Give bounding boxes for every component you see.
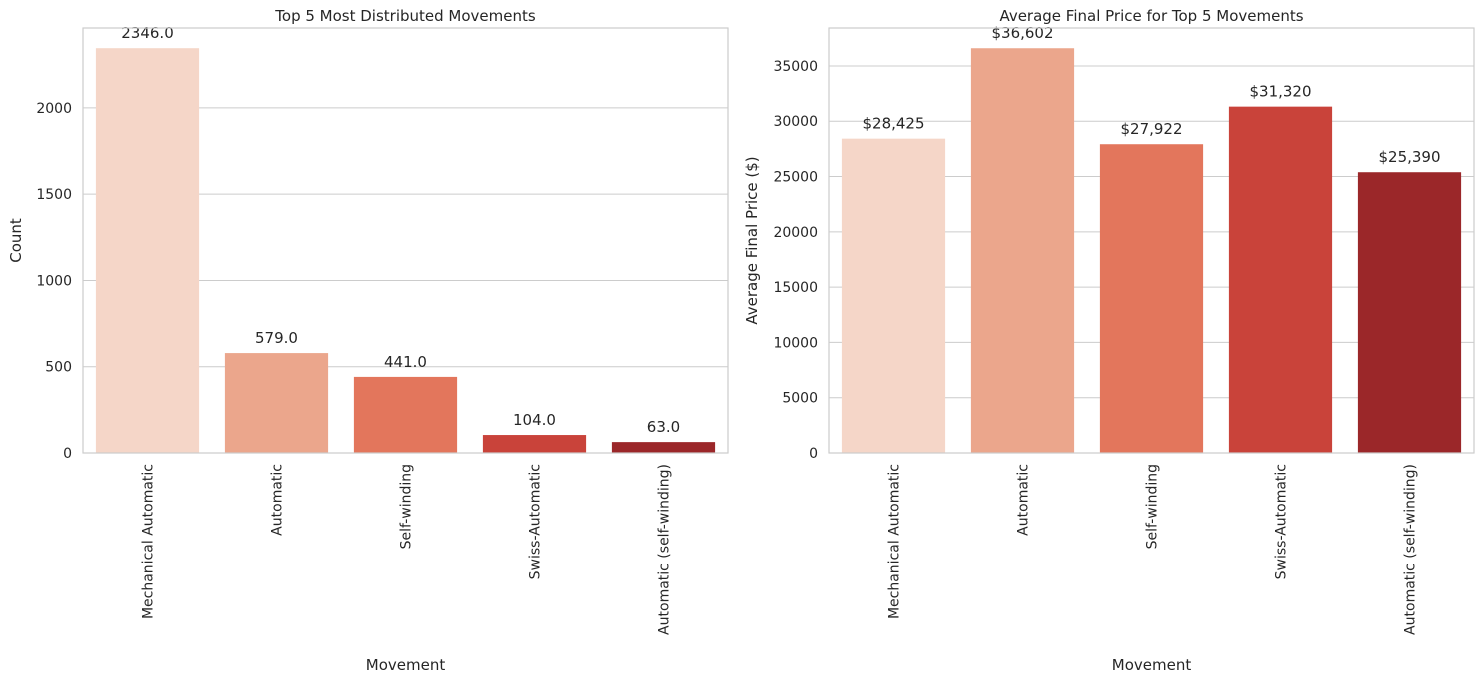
y-tick-label: 0	[809, 446, 818, 462]
bar	[611, 442, 716, 453]
bar	[841, 138, 946, 453]
x-tick-label: Automatic (self-winding)	[657, 464, 673, 635]
chart-average-price: 0 5000 10000 15000 20000 25000 30000 35000 $28,4…	[743, 7, 1475, 674]
chart-title: Top 5 Most Distributed Movements	[274, 7, 536, 25]
y-tick-label: 35000	[773, 59, 818, 75]
x-tick-label: Automatic	[1016, 464, 1032, 536]
bar	[482, 435, 587, 453]
bar-value-label: $31,320	[1249, 83, 1311, 101]
y-tick-label: 20000	[773, 225, 818, 241]
y-axis-label: Count	[7, 218, 25, 263]
y-tick-label: 2000	[36, 101, 72, 117]
bar-value-label: 104.0	[513, 411, 556, 429]
x-tick-label: Mechanical Automatic	[887, 464, 903, 619]
bar-value-label: $28,425	[862, 115, 924, 133]
y-tick-label: 1500	[36, 187, 72, 203]
bar-value-label: 2346.0	[121, 24, 174, 42]
bar	[970, 48, 1075, 454]
chart-movement-counts: 0 500 1000 1500 2000 2346.0 Mechanical Automat…	[7, 7, 729, 674]
chart-title: Average Final Price for Top 5 Movements	[999, 7, 1303, 25]
bar	[1357, 172, 1462, 454]
bar-value-label: 63.0	[647, 418, 680, 436]
y-tick-label: 5000	[782, 391, 818, 407]
plot-frame	[82, 27, 729, 454]
x-axis-label: Movement	[1112, 656, 1192, 674]
x-tick-label: Mechanical Automatic	[141, 464, 157, 619]
x-tick-label: Self-winding	[399, 464, 415, 549]
bar-value-label: $25,390	[1378, 148, 1440, 166]
y-tick-label: 0	[63, 446, 72, 462]
y-tick-label: 15000	[773, 280, 818, 296]
bar-value-label: 579.0	[255, 329, 298, 347]
x-tick-label: Automatic	[270, 464, 286, 536]
bar	[353, 376, 458, 453]
y-tick-label: 1000	[36, 273, 72, 289]
y-tick-label: 30000	[773, 114, 818, 130]
x-tick-label: Self-winding	[1145, 464, 1161, 549]
x-tick-label: Swiss-Automatic	[528, 464, 544, 579]
bar-value-label: 441.0	[384, 353, 427, 371]
x-axis-label: Movement	[366, 656, 446, 674]
y-tick-label: 500	[45, 360, 72, 376]
bar-value-label: $36,602	[991, 24, 1053, 42]
bar-value-label: $27,922	[1120, 120, 1182, 138]
bar	[224, 353, 329, 453]
y-tick-label: 10000	[773, 335, 818, 351]
y-tick-label: 25000	[773, 170, 818, 186]
plot-frame	[828, 27, 1475, 454]
x-tick-label: Automatic (self-winding)	[1403, 464, 1419, 635]
x-tick-label: Swiss-Automatic	[1274, 464, 1290, 579]
bar	[95, 48, 200, 454]
bar	[1228, 106, 1333, 453]
bar	[1099, 144, 1204, 453]
y-axis-label: Average Final Price ($)	[743, 156, 761, 324]
